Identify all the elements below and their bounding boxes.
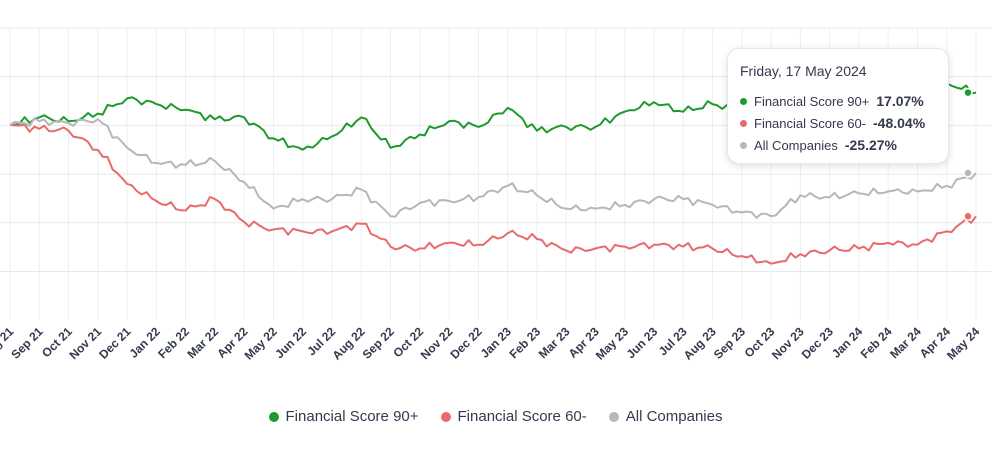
tooltip-dot-score-90: [740, 97, 747, 105]
x-tick-label: Mar 24: [887, 324, 924, 361]
tooltip-row-score-60: Financial Score 60- -48.04%: [740, 112, 936, 134]
x-tick-label: Sep 22: [360, 324, 397, 361]
tooltip-series-name: All Companies: [754, 137, 838, 153]
tooltip-series-value: 17.07%: [876, 93, 924, 109]
tooltip-row-score-90: Financial Score 90+ 17.07%: [740, 90, 936, 112]
legend-label: All Companies: [625, 408, 723, 425]
x-tick-label: Nov 23: [769, 324, 807, 362]
tooltip-series-value: -48.04%: [873, 115, 926, 131]
x-tick-label: Jan 22: [126, 324, 163, 361]
tooltip-series-value: -25.27%: [844, 137, 897, 153]
legend-label: Financial Score 60-: [457, 408, 587, 425]
x-tick-label: May 22: [242, 324, 280, 362]
x-tick-label: Feb 24: [858, 324, 895, 361]
tooltip-series-name: Financial Score 60-: [754, 115, 866, 131]
x-tick-label: Nov 21: [66, 324, 104, 362]
x-tick-label: Feb 22: [155, 324, 192, 361]
legend-label: Financial Score 90+: [285, 408, 419, 425]
x-tick-label: Mar 23: [536, 324, 573, 361]
x-tick-label: Jan 24: [829, 324, 866, 361]
x-tick-label: Dec 23: [799, 324, 836, 361]
hover-tooltip: Friday, 17 May 2024 Financial Score 90+ …: [727, 48, 949, 164]
x-tick-label: Sep 23: [711, 324, 748, 361]
legend-item-score-90[interactable]: Financial Score 90+: [268, 408, 419, 425]
x-tick-label: Sep 21: [8, 324, 45, 361]
series-last-point-2: [963, 168, 973, 178]
series-line-2: [9, 117, 977, 219]
x-tick-label: May 23: [593, 324, 631, 362]
x-tick-label: Dec 21: [96, 324, 133, 361]
x-tick-label: Nov 22: [418, 324, 456, 362]
x-tick-label: Mar 22: [184, 324, 221, 361]
x-tick-label: Dec 22: [447, 324, 484, 361]
tooltip-date: Friday, 17 May 2024: [740, 63, 867, 79]
series-last-point-1: [963, 211, 973, 222]
x-tick-label: Jun 23: [624, 324, 661, 361]
legend-item-all-companies[interactable]: All Companies: [608, 408, 723, 425]
tooltip-row-all-companies: All Companies -25.27%: [740, 134, 936, 156]
series-last-point-0: [963, 87, 973, 98]
x-tick-label: May 24: [944, 324, 982, 362]
x-tick-label: Jan 23: [478, 324, 515, 361]
series-line-1: [9, 123, 977, 265]
legend-item-score-60[interactable]: Financial Score 60-: [440, 408, 587, 425]
tooltip-series-name: Financial Score 90+: [754, 93, 870, 109]
legend-dot-score-90: [268, 411, 279, 422]
chart-legend: Financial Score 90+ Financial Score 60- …: [0, 408, 991, 425]
x-tick-label: Aug 22: [329, 324, 367, 362]
x-tick-label: Jun 22: [272, 324, 309, 361]
tooltip-dot-all-companies: [740, 141, 747, 149]
legend-dot-all-companies: [608, 411, 619, 422]
x-tick-label: Feb 23: [506, 324, 543, 361]
tooltip-dot-score-60: [740, 119, 747, 127]
chart-grid: [0, 27, 991, 320]
legend-dot-score-60: [440, 411, 451, 422]
x-tick-label: Aug 23: [681, 324, 719, 362]
